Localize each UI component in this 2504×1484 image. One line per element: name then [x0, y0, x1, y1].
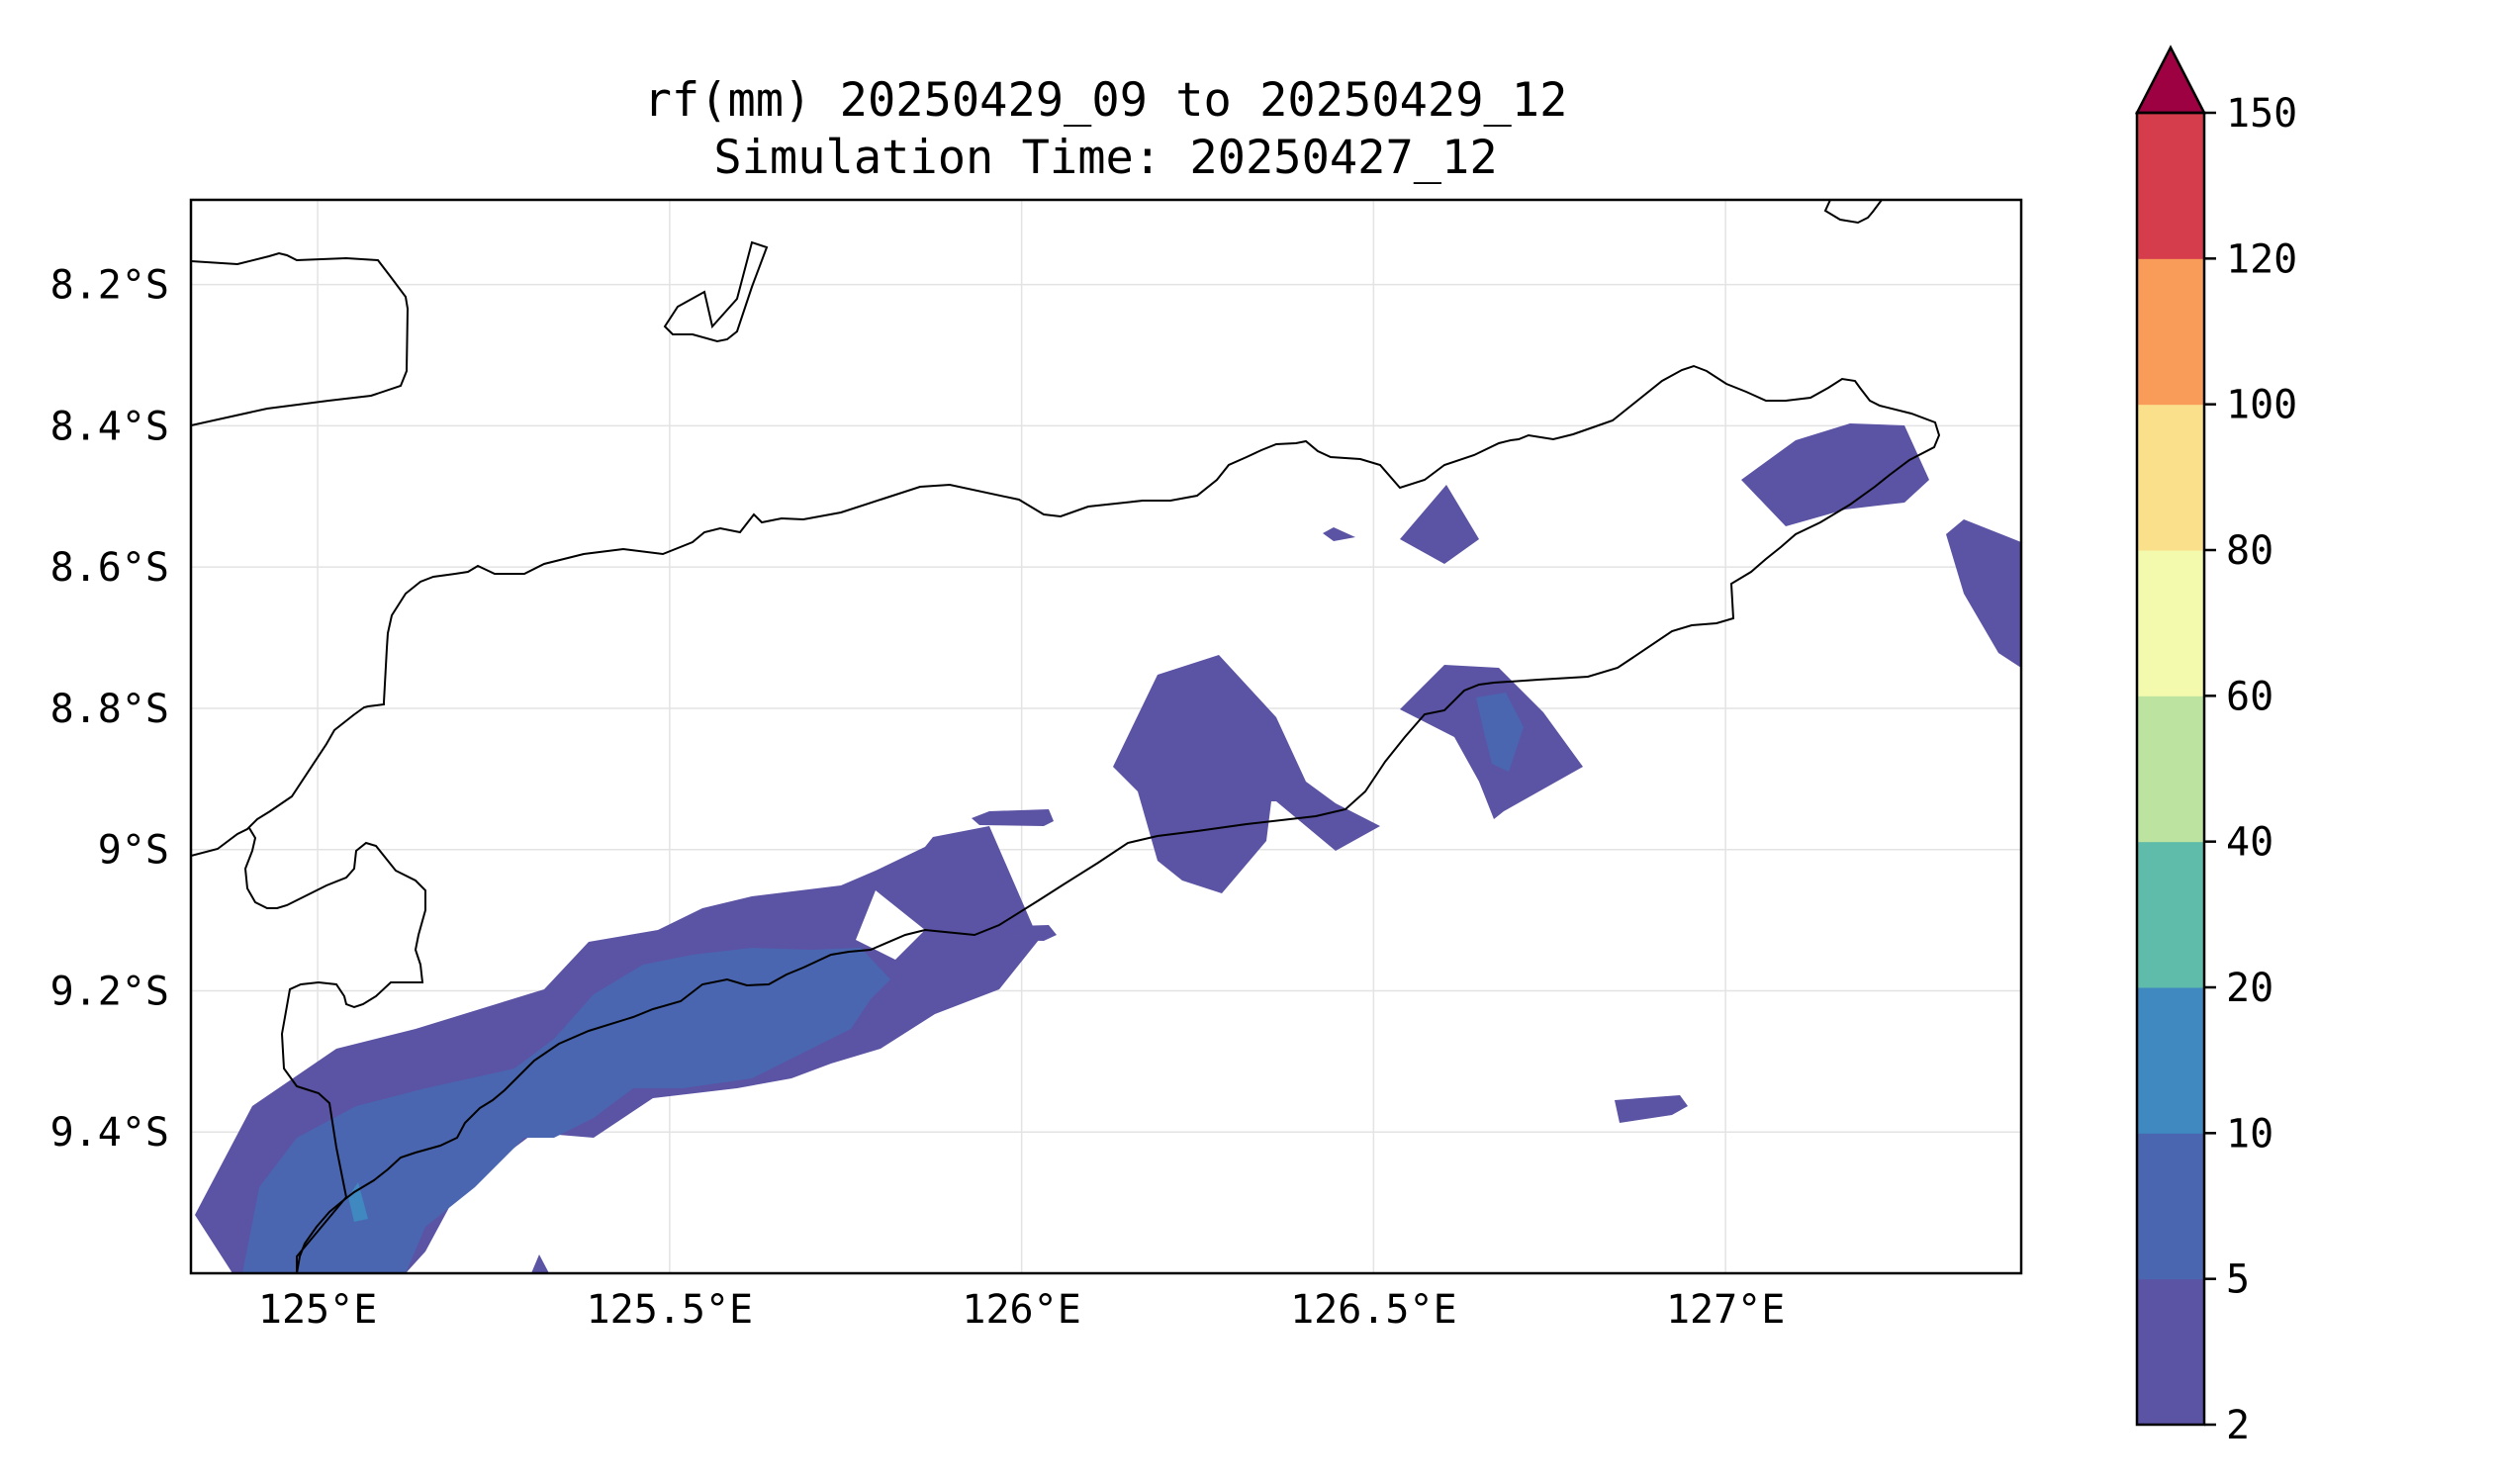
- colorbar-tick-label: 60: [2226, 674, 2273, 719]
- coastline-flores-east: [191, 253, 408, 425]
- colorbar-segment: [2137, 987, 2204, 1134]
- rain-patch-north-tiny: [1323, 527, 1355, 541]
- colorbar-segment: [2137, 113, 2204, 259]
- x-tick-label: 125.5°E: [587, 1287, 754, 1333]
- y-tick-label: 8.2°S: [50, 263, 169, 309]
- colorbar-tick-label: 100: [2226, 383, 2297, 428]
- rain-patch-north-small: [1400, 485, 1479, 564]
- colorbar-segment: [2137, 1133, 2204, 1279]
- x-tick-label: 126.5°E: [1290, 1287, 1457, 1333]
- colorbar-tick-label: 20: [2226, 966, 2273, 1011]
- rain-patch-far-east: [1946, 519, 2021, 668]
- colorbar-tick-label: 2: [2226, 1403, 2250, 1448]
- rain-patch-band-a: [972, 809, 1054, 826]
- colorbar: 2 5 10 20 40 60 80 100 120 150: [2137, 47, 2297, 1448]
- colorbar-tick-label: 10: [2226, 1111, 2273, 1157]
- colorbar-segment: [2137, 1279, 2204, 1426]
- rainfall-contours: [195, 423, 2021, 1273]
- colorbar-segment: [2137, 405, 2204, 551]
- y-tick-label: 8.4°S: [50, 404, 169, 449]
- rain-patch-central: [1113, 655, 1380, 893]
- colorbar-tick-label: 40: [2226, 820, 2273, 866]
- x-tick-label: 125°E: [258, 1287, 377, 1333]
- colorbar-tick-label: 150: [2226, 91, 2297, 137]
- colorbar-segment: [2137, 696, 2204, 842]
- colorbar-segment: [2137, 258, 2204, 405]
- x-axis-ticks: 125°E 125.5°E 126°E 126.5°E 127°E: [258, 1287, 1785, 1333]
- y-axis-ticks: 8.2°S 8.4°S 8.6°S 8.8°S 9°S 9.2°S 9.4°S: [50, 263, 169, 1157]
- colorbar-segment: [2137, 842, 2204, 988]
- rain-patch-small-a: [531, 1254, 549, 1273]
- colorbar-tick-label: 80: [2226, 528, 2273, 574]
- coastline-island-small: [665, 242, 767, 341]
- y-tick-label: 9.2°S: [50, 969, 169, 1014]
- colorbar-segment: [2137, 550, 2204, 696]
- x-tick-label: 126°E: [962, 1287, 1080, 1333]
- colorbar-tick-label: 5: [2226, 1257, 2250, 1303]
- coastline-wetar-topright: [1825, 200, 1882, 223]
- colorbar-extend-max: [2137, 47, 2204, 113]
- x-tick-label: 127°E: [1666, 1287, 1785, 1333]
- y-tick-label: 8.6°S: [50, 545, 169, 591]
- rain-patch-northeast: [1741, 423, 1929, 526]
- colorbar-tick-label: 120: [2226, 236, 2297, 282]
- rain-patch-southeast: [1615, 1095, 1688, 1123]
- y-tick-label: 9°S: [98, 828, 169, 874]
- y-tick-label: 9.4°S: [50, 1110, 169, 1156]
- y-tick-label: 8.8°S: [50, 687, 169, 732]
